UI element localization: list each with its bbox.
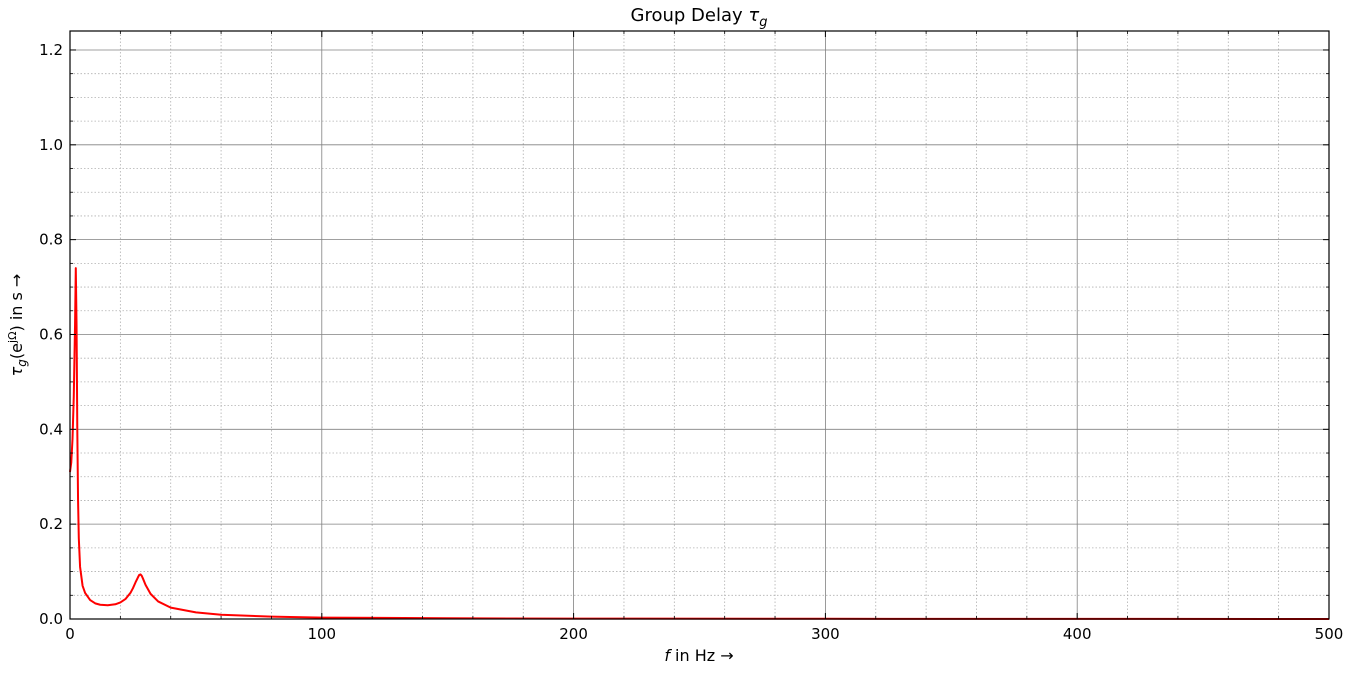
- y-axis-symbol: τ: [7, 366, 26, 376]
- y-tick-label: 0.0: [39, 610, 63, 628]
- y-tick-label: 0.2: [39, 515, 63, 533]
- x-tick-label: 100: [307, 625, 336, 643]
- x-tick-label: 400: [1063, 625, 1092, 643]
- y-tick-label: 1.0: [39, 136, 63, 154]
- title-symbol: τ: [748, 5, 759, 26]
- y-tick-label: 1.2: [39, 41, 63, 59]
- x-axis-var: f: [664, 646, 672, 665]
- y-axis-subscript: g: [15, 359, 29, 367]
- y-tick-label: 0.4: [39, 420, 63, 438]
- y-tick-label: 0.8: [39, 231, 63, 249]
- x-tick-label: 500: [1315, 625, 1344, 643]
- y-axis-superscript: jΩ: [6, 332, 19, 344]
- x-axis-label: f in Hz →: [664, 646, 733, 665]
- plot-frame: [69, 30, 1330, 620]
- x-tick-label: 300: [811, 625, 840, 643]
- y-tick-label: 0.6: [39, 325, 63, 343]
- group-delay-series-line: [69, 267, 1330, 620]
- chart-title: Group Delay τg: [631, 5, 768, 30]
- x-tick-label: 0: [65, 625, 75, 643]
- y-axis-label: τg(ejΩ) in s →: [6, 274, 29, 377]
- series-layer: [69, 267, 1330, 620]
- grid-layer: [69, 31, 1330, 620]
- tick-layer: 0 100 200 300 400 500 0.0 0.2 0.4 0.6 0.8 1.0 1.2: [39, 31, 1343, 643]
- title-subscript: g: [759, 15, 767, 30]
- x-tick-label: 200: [559, 625, 588, 643]
